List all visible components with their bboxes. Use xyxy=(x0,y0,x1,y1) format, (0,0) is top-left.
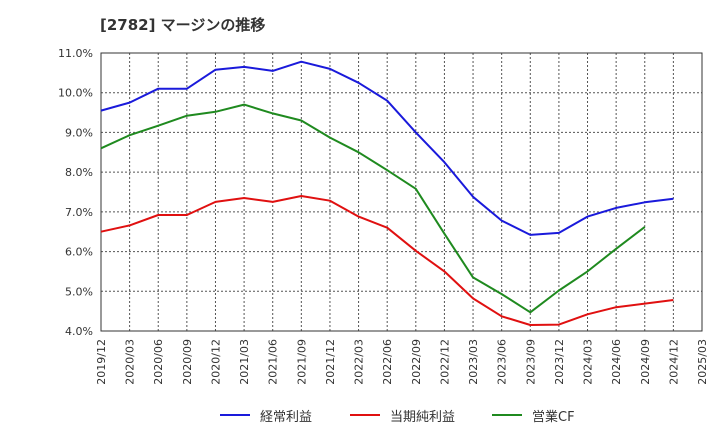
y-tick-label: 11.0% xyxy=(58,47,93,60)
legend-label-keijo: 経常利益 xyxy=(260,409,313,425)
legend-swatch-junri xyxy=(350,414,380,416)
y-tick-label: 9.0% xyxy=(65,126,93,139)
legend-swatch-cf xyxy=(492,414,522,416)
x-tick-label: 2021/03 xyxy=(238,339,251,385)
legend-item-junri: 当期純利益 xyxy=(350,404,455,426)
x-tick-label: 2021/12 xyxy=(324,339,337,385)
chart-title: [2782] マージンの推移 xyxy=(100,16,266,34)
axes: 4.0% 5.0% 6.0% 7.0% 8.0% 9.0% 10.0% 11.0% 2019/1… xyxy=(58,47,709,385)
legend-label-cf: 営業CF xyxy=(532,409,575,425)
series-line-1 xyxy=(100,195,674,326)
legend-item-keijo: 経常利益 xyxy=(220,404,312,426)
legend-item-cf: 営業CF xyxy=(492,404,575,426)
x-tick-label: 2022/03 xyxy=(353,339,366,385)
x-tick-label: 2023/09 xyxy=(524,339,537,385)
y-tick-label: 7.0% xyxy=(65,206,93,219)
plot-frame xyxy=(100,52,703,332)
series-line-2 xyxy=(100,103,646,314)
x-tick-label: 2020/06 xyxy=(152,339,165,385)
y-tick-label: 8.0% xyxy=(65,166,93,179)
legend: 経常利益 当期純利益 営業CF xyxy=(0,404,720,426)
legend-label-junri: 当期純利益 xyxy=(390,409,456,425)
series-lines xyxy=(100,60,674,326)
grid xyxy=(100,52,703,332)
x-tick-label: 2022/09 xyxy=(410,339,423,385)
x-tick-label: 2023/06 xyxy=(496,339,509,385)
x-tick-label: 2024/06 xyxy=(610,339,623,385)
x-tick-label: 2019/12 xyxy=(95,339,108,385)
y-tick-label: 10.0% xyxy=(58,87,93,100)
series-line-0 xyxy=(100,60,674,236)
legend-swatch-keijo xyxy=(220,414,250,416)
y-tick-label: 5.0% xyxy=(65,285,93,298)
x-tick-label: 2020/03 xyxy=(124,339,137,385)
x-tick-label: 2021/09 xyxy=(295,339,308,385)
x-tick-label: 2023/12 xyxy=(553,339,566,385)
y-tick-label: 4.0% xyxy=(65,325,93,338)
x-tick-label: 2025/03 xyxy=(696,339,709,385)
x-tick-label: 2024/12 xyxy=(667,339,680,385)
x-tick-label: 2022/06 xyxy=(381,339,394,385)
x-tick-label: 2022/12 xyxy=(438,339,451,385)
x-tick-label: 2021/06 xyxy=(267,339,280,385)
plot-area xyxy=(101,53,702,331)
x-tick-label: 2020/12 xyxy=(209,339,222,385)
x-tick-label: 2023/03 xyxy=(467,339,480,385)
y-tick-label: 6.0% xyxy=(65,246,93,259)
x-tick-label: 2024/03 xyxy=(582,339,595,385)
x-tick-label: 2024/09 xyxy=(639,339,652,385)
x-tick-label: 2020/09 xyxy=(181,339,194,385)
